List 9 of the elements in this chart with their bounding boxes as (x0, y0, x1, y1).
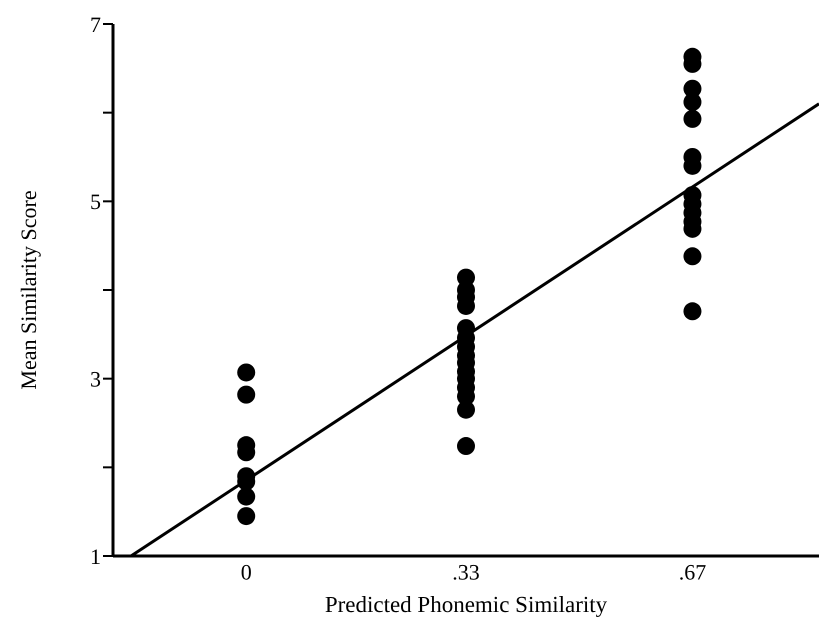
x-axis-title: Predicted Phonemic Similarity (324, 592, 608, 617)
y-tick-label: 5 (90, 189, 101, 214)
x-tick-label: 0 (240, 560, 252, 585)
y-tick-label: 3 (90, 366, 101, 392)
x-tick-label: .67 (678, 560, 706, 585)
y-axis-title: Mean Similarity Score (16, 190, 41, 390)
y-tick-label: 1 (90, 544, 101, 569)
y-tick-label: 7 (90, 12, 101, 37)
x-tick-label: .33 (452, 560, 480, 585)
